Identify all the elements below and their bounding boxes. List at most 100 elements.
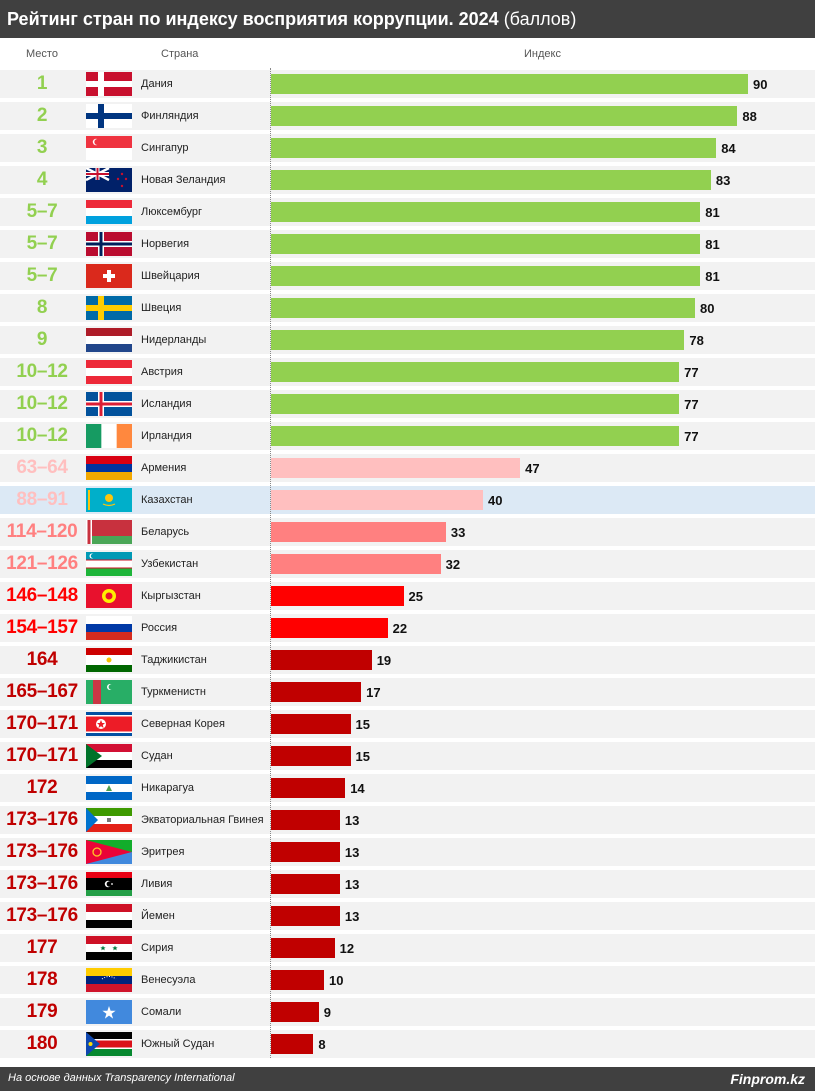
chart-row: 173–176 Экваториальная Гвинея 13 bbox=[0, 804, 815, 836]
rank-label: 173–176 bbox=[6, 905, 78, 926]
new-zealand-flag bbox=[86, 168, 132, 192]
country-label: Норвегия bbox=[141, 238, 190, 250]
chart-row: 3 Сингапур 84 bbox=[0, 132, 815, 164]
country-label: Сингапур bbox=[141, 142, 189, 154]
index-bar bbox=[271, 618, 388, 638]
chart-row: 180 Южный Судан 8 bbox=[0, 1028, 815, 1060]
chart-row: 154–157 Россия 22 bbox=[0, 612, 815, 644]
index-bar bbox=[271, 490, 483, 510]
index-bar bbox=[271, 938, 335, 958]
chart-row: 9 Нидерланды 78 bbox=[0, 324, 815, 356]
country-label: Швейцария bbox=[141, 270, 200, 282]
chart-title-main: Рейтинг стран по индексу восприятия корр… bbox=[7, 8, 499, 29]
iceland-flag bbox=[86, 392, 132, 416]
rank-label: 5–7 bbox=[26, 201, 58, 222]
rank-label: 178 bbox=[26, 969, 58, 990]
value-label: 33 bbox=[450, 524, 466, 540]
country-label: Ливия bbox=[141, 878, 173, 890]
country-label: Кыргызстан bbox=[141, 590, 201, 602]
rank-label: 10–12 bbox=[16, 393, 68, 414]
uzbekistan-flag bbox=[86, 552, 132, 576]
singapore-flag bbox=[86, 136, 132, 160]
value-label: 13 bbox=[344, 812, 360, 828]
value-label: 81 bbox=[705, 236, 720, 252]
value-label: 9 bbox=[323, 1004, 331, 1020]
rank-label: 121–126 bbox=[6, 553, 78, 574]
row-background bbox=[0, 678, 815, 706]
rank-label: 164 bbox=[26, 649, 58, 670]
country-label: Армения bbox=[141, 462, 187, 474]
index-bar bbox=[271, 810, 340, 830]
chart-row: 170–171 Судан 15 bbox=[0, 740, 815, 772]
country-label: Туркменистн bbox=[141, 686, 206, 698]
netherlands-flag bbox=[86, 328, 132, 352]
chart-row: 5–7 Швейцария 81 bbox=[0, 260, 815, 292]
brand-logo: Finprom.kz bbox=[730, 1071, 805, 1087]
rank-label: 170–171 bbox=[6, 713, 78, 734]
eritrea-flag bbox=[86, 840, 132, 864]
row-background bbox=[0, 838, 815, 866]
luxembourg-flag bbox=[86, 200, 132, 224]
yemen-flag bbox=[86, 904, 132, 928]
chart-row: 1 Дания 90 bbox=[0, 68, 815, 100]
turkmenistan-flag bbox=[86, 680, 132, 704]
country-label: Финляндия bbox=[141, 110, 199, 122]
ireland-flag bbox=[86, 424, 132, 448]
column-header-index: Индекс bbox=[524, 48, 561, 60]
south-sudan-flag bbox=[86, 1032, 132, 1056]
chart-row: 177 Сирия 12 bbox=[0, 932, 815, 964]
index-bar bbox=[271, 842, 340, 862]
index-bar bbox=[271, 330, 685, 350]
rank-label: 5–7 bbox=[26, 233, 58, 254]
chart-rows: 1 Дания 90 2 Финляндия 88 3 Сингапур 84 4 Новая Зе… bbox=[0, 68, 815, 1060]
rank-label: 146–148 bbox=[6, 585, 78, 606]
country-label: Экваториальная Гвинея bbox=[141, 814, 264, 826]
value-label: 81 bbox=[705, 204, 720, 220]
row-background bbox=[0, 902, 815, 930]
value-label: 80 bbox=[700, 300, 715, 316]
nicaragua-flag bbox=[86, 776, 132, 800]
country-label: Северная Корея bbox=[141, 718, 225, 730]
value-label: 84 bbox=[721, 140, 736, 156]
index-bar bbox=[271, 1034, 314, 1054]
equatorial-guinea-flag bbox=[86, 808, 132, 832]
value-label: 19 bbox=[376, 652, 392, 668]
syria-flag bbox=[86, 936, 132, 960]
value-label: 88 bbox=[742, 108, 757, 124]
index-bar bbox=[271, 458, 521, 478]
index-bar bbox=[271, 906, 340, 926]
country-label: Сомали bbox=[141, 1006, 182, 1018]
country-label: Венесуэла bbox=[141, 974, 196, 986]
chart-row: 63–64 Армения 47 bbox=[0, 452, 815, 484]
index-bar bbox=[271, 746, 351, 766]
chart-row: 173–176 Йемен 13 bbox=[0, 900, 815, 932]
index-bar bbox=[271, 394, 680, 414]
row-background bbox=[0, 742, 815, 770]
index-bar bbox=[271, 554, 441, 574]
country-label: Люксембург bbox=[141, 206, 203, 218]
value-label: 17 bbox=[366, 684, 381, 700]
index-bar bbox=[271, 586, 404, 606]
title-bar: Рейтинг стран по индексу восприятия корр… bbox=[0, 0, 815, 38]
value-label: 14 bbox=[350, 780, 365, 796]
value-label: 90 bbox=[753, 76, 768, 92]
source-note: На основе данных Transparency Internatio… bbox=[8, 1072, 235, 1084]
row-background bbox=[0, 614, 815, 642]
index-bar bbox=[271, 74, 748, 94]
rank-label: 173–176 bbox=[6, 841, 78, 862]
chart-title: Рейтинг стран по индексу восприятия корр… bbox=[0, 9, 576, 30]
tajikistan-flag bbox=[86, 648, 132, 672]
rank-label: 5–7 bbox=[26, 265, 58, 286]
chart-row: 5–7 Люксембург 81 bbox=[0, 196, 815, 228]
rank-label: 179 bbox=[26, 1001, 58, 1022]
country-label: Узбекистан bbox=[141, 558, 199, 570]
chart-row: 88–91 Казахстан 40 bbox=[0, 484, 815, 516]
country-label: Россия bbox=[141, 622, 178, 634]
value-label: 10 bbox=[329, 972, 344, 988]
index-bar bbox=[271, 138, 717, 158]
row-background bbox=[0, 774, 815, 802]
country-label: Швеция bbox=[141, 302, 182, 314]
row-background bbox=[0, 934, 815, 962]
index-bar bbox=[271, 298, 695, 318]
chart-row: 8 Швеция 80 bbox=[0, 292, 815, 324]
